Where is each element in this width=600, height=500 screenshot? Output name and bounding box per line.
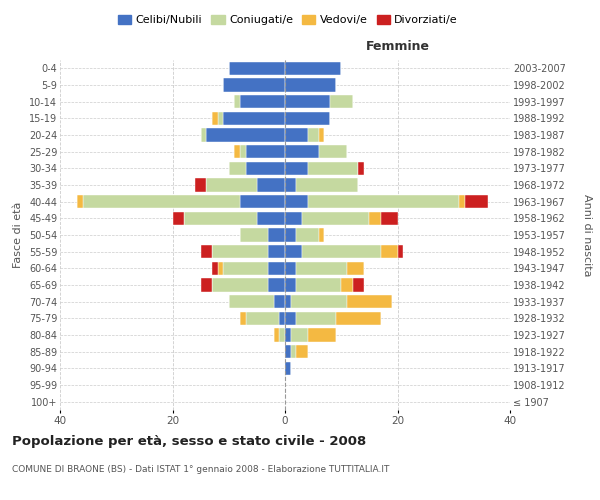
Text: COMUNE DI BRAONE (BS) - Dati ISTAT 1° gennaio 2008 - Elaborazione TUTTITALIA.IT: COMUNE DI BRAONE (BS) - Dati ISTAT 1° ge… bbox=[12, 465, 389, 474]
Bar bbox=[308, 128, 319, 141]
Bar bbox=[285, 312, 296, 325]
Bar bbox=[200, 245, 212, 258]
Text: Femmine: Femmine bbox=[365, 40, 430, 53]
Bar bbox=[296, 312, 335, 325]
Bar bbox=[240, 312, 245, 325]
Bar bbox=[285, 78, 335, 92]
Bar bbox=[398, 245, 403, 258]
Bar bbox=[240, 228, 268, 241]
Bar bbox=[223, 262, 268, 275]
Bar bbox=[200, 128, 206, 141]
Text: Popolazione per età, sesso e stato civile - 2008: Popolazione per età, sesso e stato civil… bbox=[12, 435, 366, 448]
Bar bbox=[285, 278, 296, 291]
Bar bbox=[245, 312, 280, 325]
Bar bbox=[257, 212, 285, 225]
Bar bbox=[268, 262, 285, 275]
Bar bbox=[195, 178, 206, 192]
Bar bbox=[335, 312, 380, 325]
Bar bbox=[274, 328, 280, 342]
Bar bbox=[319, 228, 325, 241]
Bar bbox=[319, 145, 347, 158]
Bar bbox=[330, 95, 353, 108]
Bar bbox=[380, 245, 398, 258]
Bar bbox=[285, 178, 296, 192]
Bar bbox=[240, 145, 245, 158]
Bar bbox=[235, 95, 240, 108]
Bar bbox=[212, 245, 268, 258]
Bar bbox=[218, 262, 223, 275]
Bar bbox=[358, 162, 364, 175]
Bar bbox=[268, 228, 285, 241]
Bar bbox=[268, 278, 285, 291]
Legend: Celibi/Nubili, Coniugati/e, Vedovi/e, Divorziati/e: Celibi/Nubili, Coniugati/e, Vedovi/e, Di… bbox=[113, 10, 463, 30]
Bar bbox=[206, 128, 285, 141]
Y-axis label: Fasce di età: Fasce di età bbox=[13, 202, 23, 268]
Bar bbox=[212, 262, 218, 275]
Bar bbox=[229, 162, 245, 175]
Bar bbox=[285, 128, 308, 141]
Bar bbox=[223, 78, 285, 92]
Bar bbox=[184, 212, 257, 225]
Bar bbox=[285, 145, 319, 158]
Bar bbox=[285, 345, 290, 358]
Bar bbox=[83, 195, 240, 208]
Bar bbox=[302, 245, 380, 258]
Bar bbox=[240, 195, 285, 208]
Bar bbox=[290, 328, 308, 342]
Bar bbox=[240, 95, 285, 108]
Bar bbox=[347, 262, 364, 275]
Bar bbox=[285, 112, 330, 125]
Bar bbox=[212, 278, 268, 291]
Bar bbox=[268, 245, 285, 258]
Bar bbox=[308, 162, 358, 175]
Bar bbox=[280, 312, 285, 325]
Bar bbox=[296, 278, 341, 291]
Bar bbox=[341, 278, 353, 291]
Bar bbox=[229, 62, 285, 75]
Bar bbox=[218, 112, 223, 125]
Bar bbox=[290, 295, 347, 308]
Bar bbox=[370, 212, 380, 225]
Bar bbox=[460, 195, 465, 208]
Bar bbox=[285, 62, 341, 75]
Bar bbox=[206, 178, 257, 192]
Bar bbox=[353, 278, 364, 291]
Bar bbox=[285, 245, 302, 258]
Bar bbox=[302, 212, 370, 225]
Bar bbox=[285, 228, 296, 241]
Bar bbox=[308, 195, 460, 208]
Bar bbox=[200, 278, 212, 291]
Bar bbox=[296, 262, 347, 275]
Bar bbox=[173, 212, 184, 225]
Bar bbox=[245, 162, 285, 175]
Bar bbox=[296, 178, 358, 192]
Bar bbox=[347, 295, 392, 308]
Bar bbox=[77, 195, 83, 208]
Bar bbox=[285, 328, 290, 342]
Bar bbox=[285, 212, 302, 225]
Bar bbox=[285, 262, 296, 275]
Bar bbox=[290, 345, 296, 358]
Bar bbox=[296, 345, 308, 358]
Bar bbox=[465, 195, 487, 208]
Bar bbox=[285, 95, 330, 108]
Bar bbox=[285, 295, 290, 308]
Bar bbox=[285, 162, 308, 175]
Y-axis label: Anni di nascita: Anni di nascita bbox=[583, 194, 592, 276]
Bar bbox=[285, 195, 308, 208]
Bar bbox=[235, 145, 240, 158]
Bar bbox=[308, 328, 335, 342]
Bar bbox=[280, 328, 285, 342]
Bar bbox=[223, 112, 285, 125]
Bar bbox=[296, 228, 319, 241]
Bar bbox=[285, 362, 290, 375]
Bar bbox=[380, 212, 398, 225]
Bar bbox=[229, 295, 274, 308]
Bar bbox=[212, 112, 218, 125]
Bar bbox=[319, 128, 325, 141]
Bar bbox=[257, 178, 285, 192]
Bar bbox=[245, 145, 285, 158]
Bar bbox=[274, 295, 285, 308]
